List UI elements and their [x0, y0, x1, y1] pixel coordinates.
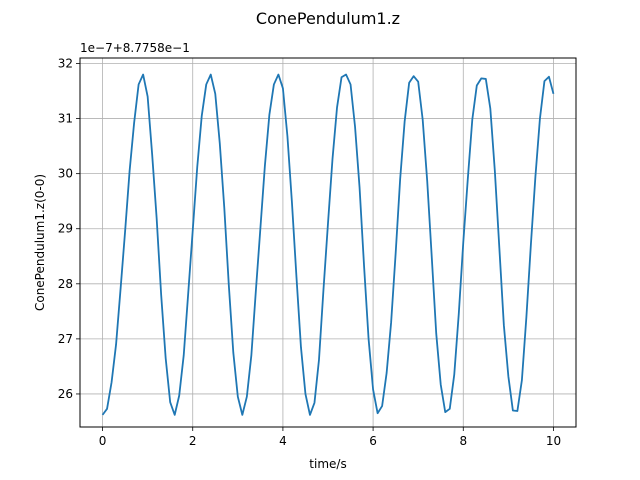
- series-line: [101, 73, 555, 416]
- x-tick-label: 0: [99, 434, 107, 448]
- y-tick-label: 30: [58, 167, 73, 181]
- series-lines: [101, 73, 555, 416]
- y-tick-label: 28: [58, 277, 73, 291]
- plot-frame: [79, 57, 577, 428]
- y-tick-label: 32: [58, 57, 73, 71]
- y-axis-label: ConePendulum1.z(0-0): [33, 174, 47, 311]
- x-tick-label: 4: [279, 434, 287, 448]
- offset-label: 1e−7+8.7758e−1: [80, 41, 190, 55]
- x-axis-ticks: 0 2 4 6 8 10: [99, 427, 561, 448]
- x-tick-label: 8: [459, 434, 467, 448]
- y-tick-label: 31: [58, 112, 73, 126]
- y-tick-label: 27: [58, 332, 73, 346]
- y-tick-label: 26: [58, 387, 73, 401]
- y-axis-ticks: 26 27 28 29 30 31 32: [58, 57, 80, 401]
- chart-title: ConePendulum1.z: [256, 9, 400, 28]
- y-tick-label: 29: [58, 222, 73, 236]
- x-tick-label: 10: [546, 434, 561, 448]
- x-tick-label: 2: [189, 434, 197, 448]
- x-tick-label: 6: [369, 434, 377, 448]
- x-axis-label: time/s: [309, 457, 346, 471]
